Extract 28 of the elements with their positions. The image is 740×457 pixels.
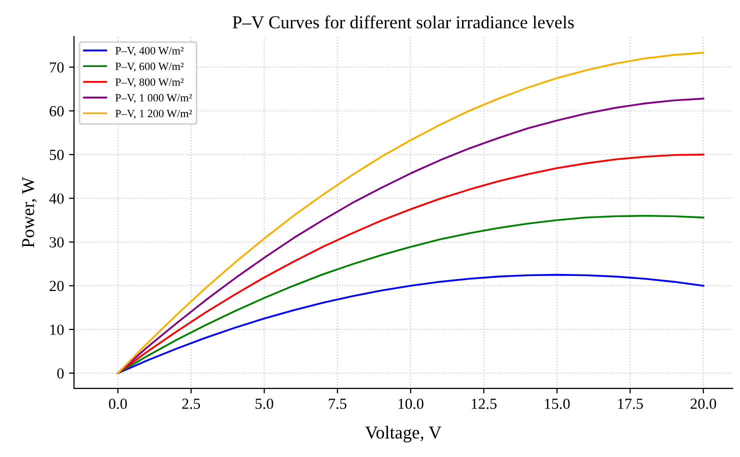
line-series <box>117 274 704 374</box>
legend-label: P–V, 1 200 W/m² <box>115 110 192 119</box>
legend-label: P–V, 600 W/m² <box>115 62 184 72</box>
legend-label: P–V, 400 W/m² <box>115 46 184 56</box>
line-series <box>117 214 704 374</box>
y-tick-label: 20 <box>50 280 64 292</box>
legend-label: P–V, 800 W/m² <box>115 78 184 88</box>
y-tick-label: 30 <box>50 237 64 248</box>
x-tick-label: 20.0 <box>690 398 716 409</box>
y-tick-label: 60 <box>50 106 64 116</box>
legend-label: P–V, 1 000 W/m² <box>115 94 192 104</box>
y-tick-label: 10 <box>50 324 64 335</box>
chart-title: P–V Curves for different solar irradiance levels <box>232 16 574 28</box>
x-tick-label: 12.5 <box>472 398 497 409</box>
y-tick-label: 50 <box>50 150 64 160</box>
x-tick-label: 7.5 <box>328 398 346 409</box>
x-tick-label: 10.0 <box>398 398 424 409</box>
x-tick-label: 0.0 <box>108 398 127 409</box>
y-tick-label: 0 <box>57 368 64 379</box>
x-tick-label: 15.0 <box>544 398 570 409</box>
x-tick-label: 17.5 <box>618 398 643 409</box>
x-tick-label: 2.5 <box>182 398 200 409</box>
x-tick-label: 5.0 <box>256 398 274 409</box>
line-series <box>117 154 704 374</box>
x-axis-title: Voltage, V <box>365 426 442 442</box>
y-tick-label: 40 <box>49 193 64 204</box>
y-axis-title: Power, W <box>22 176 37 248</box>
y-tick-label: 70 <box>50 62 64 73</box>
